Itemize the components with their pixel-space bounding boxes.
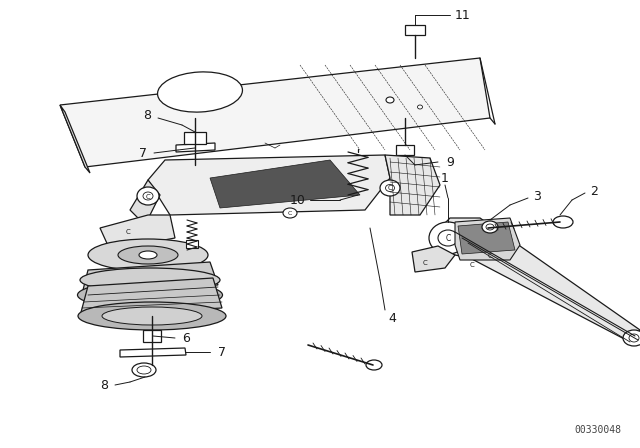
Polygon shape (438, 218, 640, 342)
Polygon shape (210, 160, 360, 208)
Text: 10: 10 (290, 194, 306, 207)
Ellipse shape (77, 281, 223, 309)
Ellipse shape (80, 268, 220, 292)
Ellipse shape (623, 330, 640, 346)
Ellipse shape (380, 180, 400, 196)
Ellipse shape (386, 97, 394, 103)
Ellipse shape (137, 187, 159, 205)
Polygon shape (60, 105, 90, 173)
Polygon shape (80, 278, 222, 316)
Text: 3: 3 (533, 190, 541, 202)
Text: 8: 8 (100, 379, 108, 392)
Text: C: C (288, 211, 292, 215)
Text: C: C (470, 262, 474, 268)
Ellipse shape (553, 216, 573, 228)
Bar (184, 132, 206, 144)
Polygon shape (176, 143, 215, 152)
Text: 8: 8 (143, 108, 151, 121)
Ellipse shape (78, 302, 226, 330)
Polygon shape (82, 262, 218, 294)
Polygon shape (130, 180, 160, 225)
Polygon shape (412, 246, 455, 272)
Polygon shape (458, 222, 515, 254)
Polygon shape (385, 155, 440, 215)
Text: 2: 2 (590, 185, 598, 198)
Text: 6: 6 (182, 332, 190, 345)
Text: 4: 4 (388, 311, 396, 324)
Bar (405, 25, 425, 35)
Polygon shape (148, 155, 390, 215)
Text: C: C (388, 185, 392, 191)
Ellipse shape (417, 105, 422, 109)
Ellipse shape (118, 246, 178, 264)
Ellipse shape (366, 360, 382, 370)
Ellipse shape (139, 251, 157, 259)
Text: 00330048: 00330048 (575, 425, 621, 435)
Ellipse shape (132, 363, 156, 377)
Text: C: C (488, 253, 492, 259)
Text: 7: 7 (139, 146, 147, 159)
Text: C: C (146, 194, 150, 200)
Polygon shape (455, 218, 520, 260)
Ellipse shape (283, 208, 297, 218)
Bar (396, 145, 414, 155)
Ellipse shape (102, 307, 202, 325)
Text: 1: 1 (441, 172, 449, 185)
Text: C: C (445, 233, 451, 242)
Text: 11: 11 (455, 9, 471, 22)
Ellipse shape (429, 222, 467, 254)
Bar (350, 195, 366, 204)
Bar (143, 330, 161, 342)
Ellipse shape (157, 72, 243, 112)
Text: 7: 7 (218, 345, 226, 358)
Polygon shape (60, 58, 490, 167)
Text: 9: 9 (446, 155, 454, 168)
Text: C: C (422, 260, 428, 266)
Ellipse shape (482, 221, 498, 233)
Polygon shape (120, 348, 186, 357)
Ellipse shape (88, 239, 208, 271)
Bar (186, 240, 198, 248)
Text: C: C (125, 229, 131, 235)
Polygon shape (100, 215, 175, 250)
